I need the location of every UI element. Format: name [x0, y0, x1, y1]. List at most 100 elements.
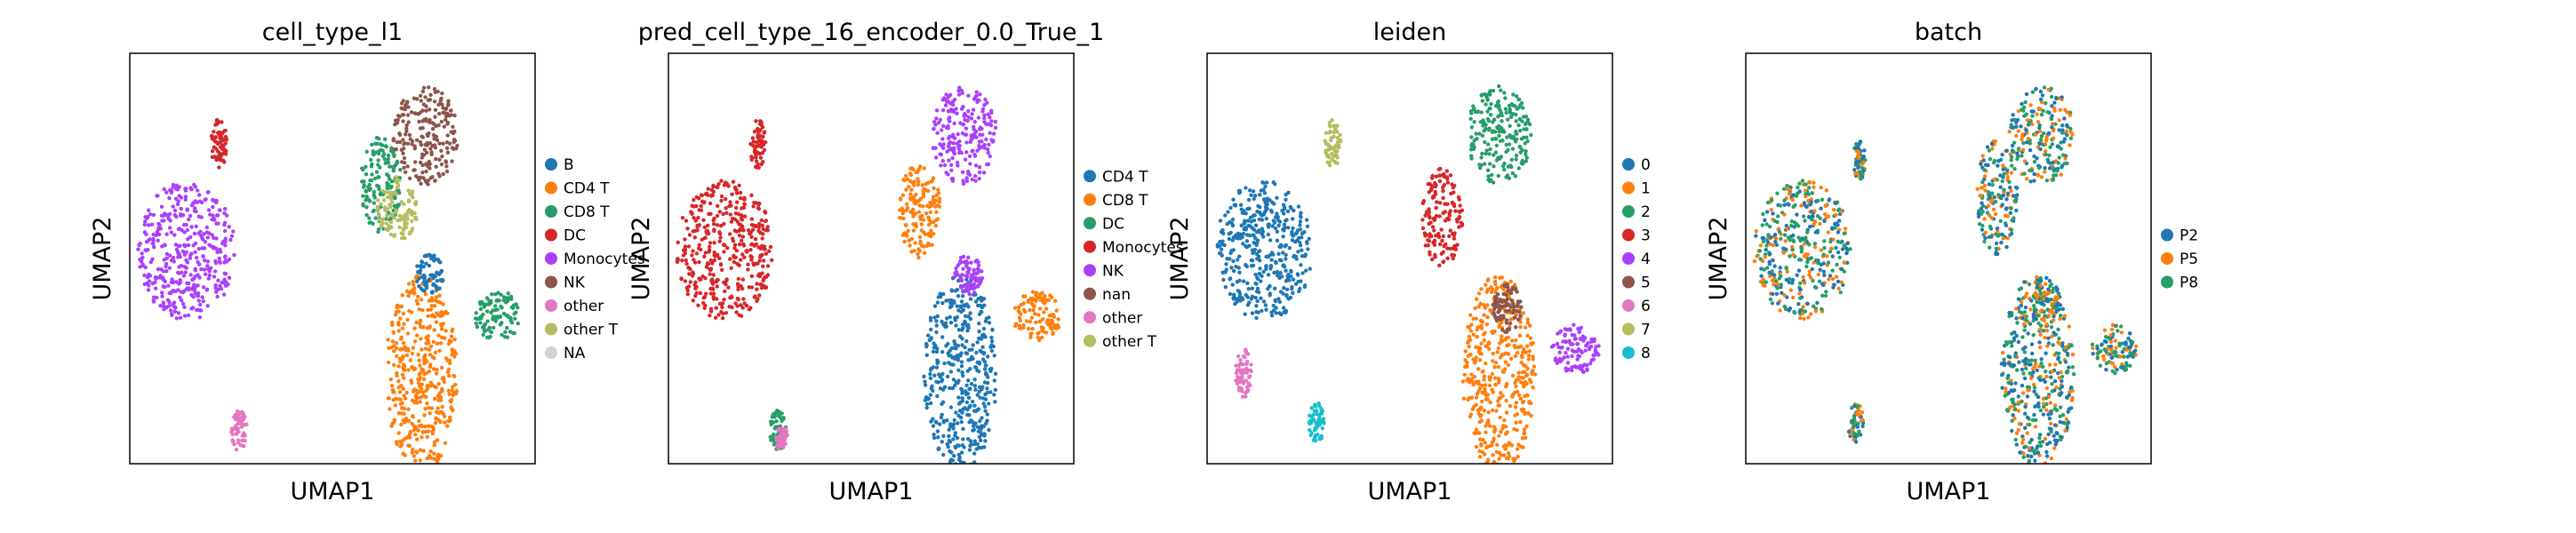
point: [1511, 301, 1516, 306]
point: [1508, 133, 1512, 138]
point: [1570, 354, 1574, 359]
point: [923, 379, 927, 384]
point: [1491, 180, 1496, 185]
point: [964, 179, 970, 184]
point: [1496, 380, 1501, 385]
point: [1250, 294, 1255, 298]
point: [1453, 243, 1458, 249]
point: [951, 437, 956, 442]
point: [1813, 309, 1819, 314]
point: [1248, 383, 1252, 388]
point: [166, 283, 171, 288]
point: [1300, 248, 1304, 252]
point: [508, 315, 513, 321]
legend-item: 4: [1622, 251, 1651, 268]
point: [388, 164, 393, 169]
point: [708, 201, 713, 206]
point: [197, 193, 202, 197]
point: [1771, 211, 1775, 216]
point: [748, 306, 753, 310]
legend-item: other: [545, 298, 604, 315]
point: [174, 316, 179, 321]
point: [428, 147, 433, 151]
point: [1264, 264, 1268, 268]
point: [399, 101, 404, 106]
point: [1249, 362, 1253, 367]
point: [731, 179, 736, 184]
point: [924, 243, 929, 248]
point: [968, 439, 973, 443]
point: [1040, 335, 1044, 340]
point: [989, 119, 994, 123]
point: [911, 228, 916, 233]
point: [237, 420, 243, 425]
point: [941, 452, 946, 457]
point: [1790, 281, 1795, 285]
point: [1486, 418, 1491, 423]
point: [963, 314, 968, 319]
point: [1502, 91, 1507, 95]
point: [393, 403, 398, 408]
point: [1510, 147, 1516, 151]
point: [1245, 360, 1250, 364]
point: [1450, 182, 1454, 187]
point: [988, 131, 992, 135]
point: [928, 376, 933, 380]
point: [402, 322, 406, 326]
point: [1509, 115, 1514, 119]
point: [1761, 239, 1766, 244]
point: [1482, 338, 1487, 343]
point: [967, 420, 972, 425]
point: [929, 327, 933, 332]
point: [959, 450, 964, 455]
point: [386, 338, 390, 342]
point: [687, 272, 692, 276]
point: [934, 319, 939, 323]
point: [388, 203, 392, 207]
point: [737, 313, 741, 317]
point: [1240, 394, 1245, 399]
point: [176, 243, 180, 249]
point: [1445, 256, 1450, 260]
point: [1046, 298, 1052, 302]
point: [1288, 204, 1293, 210]
point: [204, 288, 209, 292]
point: [977, 165, 982, 170]
point: [396, 218, 400, 223]
point: [1317, 435, 1323, 441]
point: [1501, 287, 1506, 291]
point: [444, 356, 449, 361]
point: [954, 266, 958, 271]
point: [1423, 243, 1428, 248]
legend-item: 7: [1622, 322, 1651, 339]
point: [953, 271, 957, 275]
point: [929, 179, 934, 184]
point: [1245, 303, 1251, 307]
point: [419, 337, 423, 341]
point: [1805, 230, 1810, 235]
point: [1483, 386, 1487, 392]
point: [370, 162, 374, 166]
point: [965, 437, 971, 442]
point: [959, 285, 964, 290]
point: [171, 185, 175, 189]
point: [1482, 120, 1486, 125]
point: [418, 160, 423, 165]
point: [1514, 384, 1518, 388]
point: [749, 235, 754, 239]
point: [1452, 236, 1457, 241]
point: [1437, 263, 1442, 267]
point: [1332, 134, 1336, 139]
point: [1452, 203, 1457, 207]
point: [1524, 121, 1529, 125]
point: [945, 316, 949, 321]
point: [1826, 230, 1830, 235]
point: [179, 290, 184, 294]
point: [223, 255, 228, 259]
point: [432, 328, 436, 332]
point: [978, 303, 983, 308]
point: [1524, 135, 1529, 139]
point: [694, 195, 699, 200]
point: [191, 276, 196, 282]
point: [1469, 125, 1475, 130]
